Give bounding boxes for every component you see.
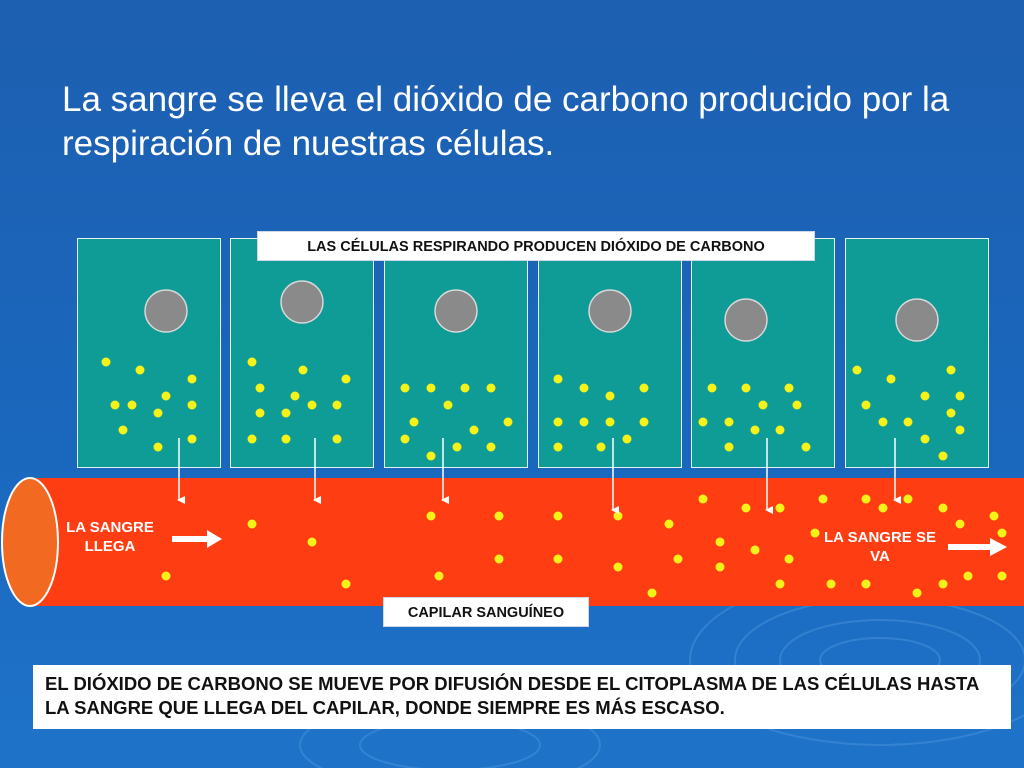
diffusion-note: EL DIÓXIDO DE CARBONO SE MUEVE POR DIFUS…	[33, 665, 1011, 729]
nucleus-5	[724, 298, 768, 342]
slide-title: La sangre se lleva el dióxido de carbono…	[62, 80, 950, 163]
capillary-label: CAPILAR SANGUÍNEO	[383, 597, 589, 627]
nucleus-3	[434, 289, 478, 333]
nucleus-2	[280, 280, 324, 324]
diffusion-arrows	[177, 438, 901, 514]
cell-5	[691, 238, 835, 468]
cell-co2-dots	[101, 357, 965, 461]
nucleus-1	[144, 289, 188, 333]
arrow-right-icon	[948, 538, 1007, 556]
blood-leaves-label: LA SANGRE SE VA	[824, 529, 936, 565]
cell-6	[845, 238, 989, 468]
blood-arrives-label: LA SANGRE LLEGA	[66, 519, 154, 555]
arrow-right-icon	[172, 530, 222, 548]
nucleus-4	[588, 289, 632, 333]
cells-breathing-label: LAS CÉLULAS RESPIRANDO PRODUCEN DIÓXIDO …	[257, 231, 815, 261]
nucleus-6	[895, 298, 939, 342]
cell-1	[77, 238, 221, 468]
cell-2	[230, 238, 374, 468]
blood-co2-dots	[161, 494, 1007, 598]
capillary-opening	[1, 477, 59, 607]
